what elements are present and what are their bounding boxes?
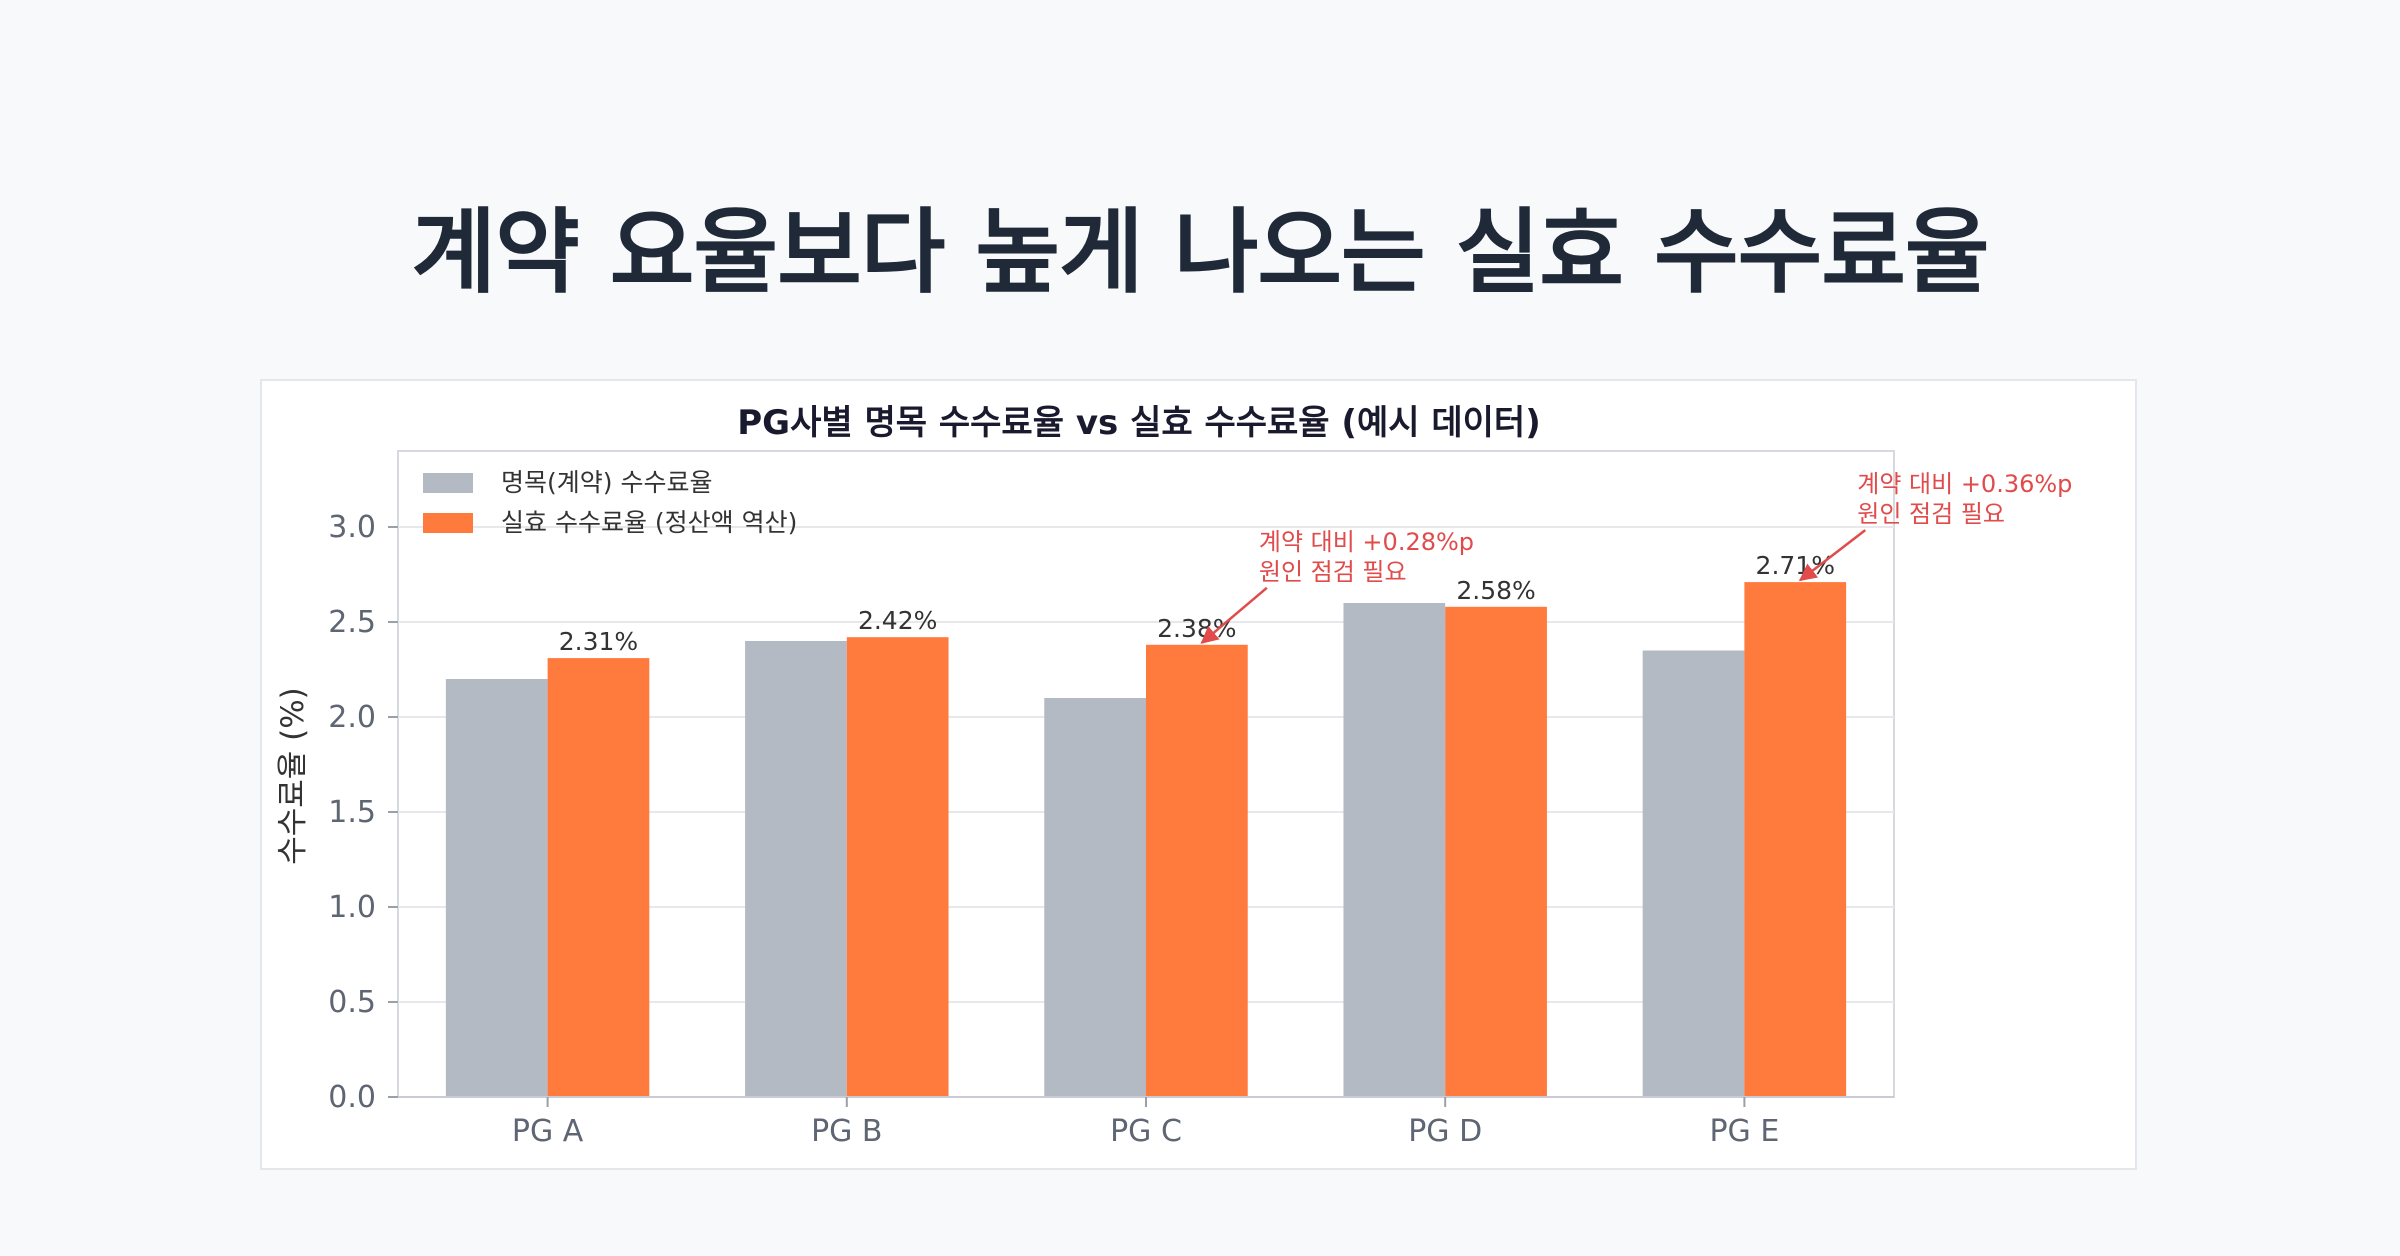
annotation-arrow <box>1200 586 1268 644</box>
y-tick-label: 3.0 <box>328 510 376 545</box>
y-tick-label: 0.5 <box>328 985 376 1020</box>
x-tick-label: PG C <box>1110 1114 1182 1149</box>
bar-nominal <box>445 679 548 1097</box>
bar-nominal <box>745 641 847 1097</box>
y-tick-label: 2.0 <box>328 700 376 735</box>
y-tick-label: 1.5 <box>328 795 376 830</box>
bar-effective <box>547 658 650 1097</box>
page-title: 계약 요율보다 높게 나오는 실효 수수료율 <box>411 199 1989 306</box>
value-label: 2.42% <box>858 606 937 635</box>
annotation-line1: 계약 대비 +0.36%p <box>1857 470 2072 498</box>
bar-effective <box>846 637 949 1097</box>
y-tick-label: 0.0 <box>328 1080 376 1115</box>
x-tick-label: PG A <box>512 1114 584 1149</box>
bar-nominal <box>1044 698 1146 1097</box>
bar-effective <box>1445 606 1547 1097</box>
annotation-line2: 원인 점검 필요 <box>1259 558 1407 586</box>
value-label: 2.71% <box>1756 551 1835 580</box>
bar-nominal <box>1343 603 1446 1097</box>
x-tick-label: PG E <box>1709 1114 1779 1149</box>
legend-swatch-effective <box>423 513 473 533</box>
bar-nominal <box>1642 650 1745 1097</box>
annotation-line1: 계약 대비 +0.28%p <box>1259 528 1474 556</box>
y-axis-label: 수수료율 (%) <box>275 687 311 865</box>
y-tick-label: 2.5 <box>328 605 376 640</box>
bar-chart: PG사별 명목 수수료율 vs 실효 수수료율 (예시 데이터) 0.0 0.5 1… <box>275 403 2072 1149</box>
legend-swatch-nominal <box>423 473 473 493</box>
value-label: 2.31% <box>559 627 638 656</box>
y-tick-label: 1.0 <box>328 890 376 925</box>
bar-effective <box>1744 582 1847 1097</box>
legend-label-effective: 실효 수수료율 (정산액 역산) <box>501 508 797 537</box>
x-tick-label: PG D <box>1408 1114 1482 1149</box>
value-label: 2.38% <box>1157 614 1236 643</box>
chart-title: PG사별 명목 수수료율 vs 실효 수수료율 (예시 데이터) <box>737 403 1540 443</box>
x-tick-label: PG B <box>811 1114 882 1149</box>
annotation-arrow <box>1798 529 1867 582</box>
annotation-line2: 원인 점검 필요 <box>1857 500 2005 528</box>
bar-effective <box>1146 644 1248 1097</box>
legend-label-nominal: 명목(계약) 수수료율 <box>501 468 712 497</box>
value-label: 2.58% <box>1456 576 1535 605</box>
chart-card: PG사별 명목 수수료율 vs 실효 수수료율 (예시 데이터) 0.0 0.5 1… <box>260 379 2137 1170</box>
